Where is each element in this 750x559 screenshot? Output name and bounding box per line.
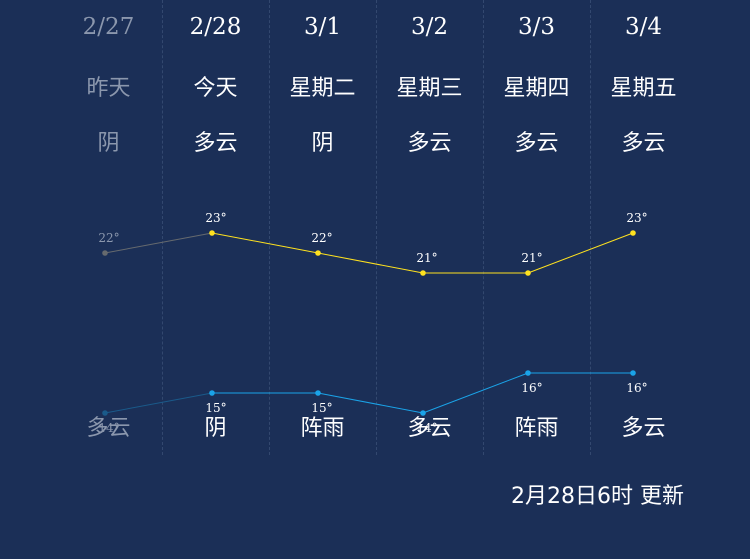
high-temp-label: 23° [205,211,226,225]
forecast-day-name: 星期五 [610,76,677,101]
forecast-day[interactable]: 2/27 昨天阴多云 [55,0,163,455]
forecast-day-name: 今天 [193,76,238,101]
low-temp-line-segment [317,392,424,414]
forecast-date: 3/1 [303,14,341,40]
high-temp-label: 22° [98,231,119,245]
low-temp-point [315,390,321,396]
forecast-day-name: 昨天 [86,76,131,101]
high-temp-point [102,250,108,256]
low-temp-point [102,410,108,416]
day-weather: 阴 [97,131,120,156]
high-temp-line-segment [317,252,424,274]
forecast-day-name: 星期二 [289,76,356,101]
high-temp-line-segment [527,232,634,274]
low-temp-point [420,410,426,416]
low-temp-label: 15° [311,401,332,415]
forecast-date: 2/27 [82,14,135,40]
low-temp-line-segment [422,372,529,414]
forecast-day-name: 星期三 [396,76,463,101]
forecast-date: 2/28 [189,14,242,40]
high-temp-point [315,250,321,256]
night-weather: 阵雨 [514,416,559,441]
forecast-date: 3/2 [410,14,448,40]
low-temp-point [525,370,531,376]
forecast-day-name: 星期四 [503,76,570,101]
forecast-day[interactable]: 3/3 星期四多云阵雨 [483,0,591,455]
low-temp-label: 14° [98,421,119,435]
night-weather: 多云 [86,416,131,441]
low-temp-label: 16° [521,381,542,395]
update-time: 2月28日6时 更新 [511,484,684,509]
low-temp-label: 14° [416,421,437,435]
low-temp-label: 15° [205,401,226,415]
forecast-day[interactable]: 3/4 星期五 多云 多云 [590,0,697,455]
high-temp-label: 23° [626,211,647,225]
forecast-date: 3/4 [624,14,662,40]
day-weather: 多云 [193,131,238,156]
low-temp-point [630,370,636,376]
forecast-day[interactable]: 3/1 星期二阴阵雨 [269,0,377,455]
high-temp-point [525,270,531,276]
high-temp-label: 22° [311,231,332,245]
night-weather: 阵雨 [300,416,345,441]
high-temp-point [209,230,215,236]
forecast-date: 3/3 [517,14,555,40]
day-weather: 多云 [407,131,452,156]
night-weather: 阴 [204,416,227,441]
high-temp-label: 21° [521,251,542,265]
day-weather: 多云 [621,131,666,156]
night-weather: 多云 [407,416,452,441]
day-weather: 多云 [514,131,559,156]
night-weather: 多云 [621,416,666,441]
day-weather: 阴 [311,131,334,156]
high-temp-label: 21° [416,251,437,265]
low-temp-line-segment [104,392,213,414]
high-temp-line-segment [211,232,319,254]
high-temp-point [420,270,426,276]
forecast-day[interactable]: 3/2 星期三 多云 多云 [376,0,484,455]
low-temp-label: 16° [626,381,647,395]
low-temp-point [209,390,215,396]
high-temp-point [630,230,636,236]
high-temp-line-segment [104,232,213,254]
forecast-day[interactable]: 2/28 今天多云阴 [162,0,270,455]
